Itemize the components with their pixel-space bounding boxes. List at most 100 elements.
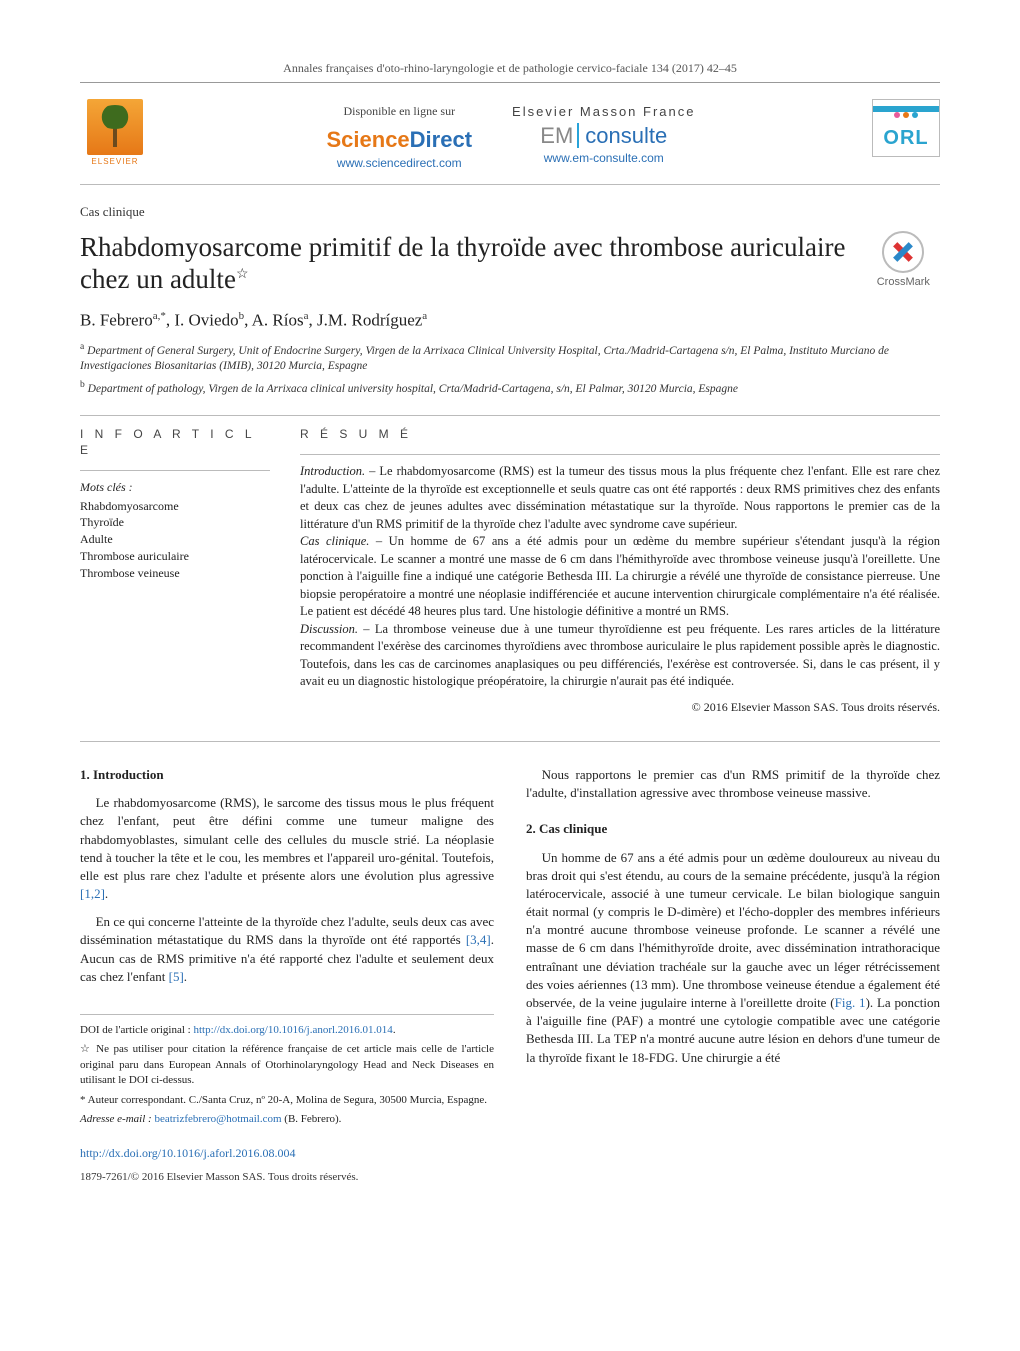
em-logo-part2: consulte	[577, 123, 667, 148]
p1a: Le rhabdomyosarcome (RMS), le sarcome de…	[80, 795, 494, 883]
abstract-column: R É S U M É Introduction. – Le rhabdomyo…	[300, 426, 940, 715]
author-list: B. Febreroa,*, I. Oviedob, A. Ríosa, J.M…	[80, 309, 940, 333]
author-3: , A. Ríos	[244, 311, 304, 330]
crossmark-icon	[882, 231, 924, 273]
abs-intro: Le rhabdomyosarcome (RMS) est la tumeur …	[300, 464, 940, 531]
header-rule	[80, 82, 940, 83]
crossmark-label: CrossMark	[877, 275, 930, 290]
emconsulte-logo[interactable]: EMconsulte	[512, 121, 695, 151]
p2t: .	[184, 969, 187, 984]
abs-cas: Un homme de 67 ans a été admis pour un œ…	[300, 534, 940, 618]
abstract-heading: R É S U M É	[300, 426, 940, 442]
title-text: Rhabdomyosarcome primitif de la thyroïde…	[80, 232, 846, 294]
corresponding-email-link[interactable]: beatrizfebrero@hotmail.com	[154, 1113, 281, 1125]
p1t: .	[105, 886, 108, 901]
sciencedirect-link[interactable]: www.sciencedirect.com	[337, 156, 462, 170]
article-title: Rhabdomyosarcome primitif de la thyroïde…	[80, 231, 847, 296]
title-row: Rhabdomyosarcome primitif de la thyroïde…	[80, 231, 940, 296]
em-logo-part1: EM	[540, 123, 573, 148]
corr-text: Auteur correspondant. C./Santa Cruz, nº …	[86, 1094, 487, 1106]
sd-logo-part1: Science	[327, 127, 410, 152]
footnote-email: Adresse e-mail : beatrizfebrero@hotmail.…	[80, 1112, 494, 1127]
p2a: En ce qui concerne l'atteinte de la thyr…	[80, 914, 494, 947]
journal-cover-thumbnail[interactable]: ORL	[872, 99, 940, 157]
abstract-text: Introduction. – Le rhabdomyosarcome (RMS…	[300, 463, 940, 691]
affiliation-b-text: Department of pathology, Virgen de la Ar…	[88, 383, 738, 395]
abs-cas-label: Cas clinique. –	[300, 534, 382, 548]
s2p1a: Un homme de 67 ans a été admis pour un œ…	[526, 850, 940, 1011]
article-info-column: I N F O A R T I C L E Mots clés : Rhabdo…	[80, 426, 270, 715]
elsevier-wordmark: ELSEVIER	[91, 157, 138, 168]
article-doi-link[interactable]: http://dx.doi.org/10.1016/j.aforl.2016.0…	[80, 1146, 295, 1160]
footnote-star: ☆ Ne pas utiliser pour citation la référ…	[80, 1042, 494, 1088]
footnote-corresponding: * Auteur correspondant. C./Santa Cruz, n…	[80, 1093, 494, 1108]
affiliation-a-text: Department of General Surgery, Unit of E…	[80, 345, 889, 373]
abstract-rule	[300, 454, 940, 455]
star-text: Ne pas utiliser pour citation la référen…	[80, 1043, 494, 1086]
abs-intro-label: Introduction. –	[300, 464, 375, 478]
elsevier-logo[interactable]: ELSEVIER	[80, 99, 150, 168]
sciencedirect-block: Disponible en ligne sur ScienceDirect ww…	[327, 103, 473, 174]
keyword: Thyroïde	[80, 514, 270, 531]
pre-abstract-rule	[80, 415, 940, 416]
abstract-copyright: © 2016 Elsevier Masson SAS. Tous droits …	[300, 699, 940, 715]
orl-text: ORL	[883, 121, 928, 156]
article-type: Cas clinique	[80, 203, 940, 221]
author-1-aff: a,*	[153, 310, 166, 322]
orl-pills	[894, 112, 918, 118]
footnotes-block: DOI de l'article original : http://dx.do…	[80, 1014, 494, 1127]
journal-citation: Annales françaises d'oto-rhino-laryngolo…	[80, 60, 940, 76]
author-4: , J.M. Rodríguez	[309, 311, 423, 330]
doi-original-link[interactable]: http://dx.doi.org/10.1016/j.anorl.2016.0…	[193, 1024, 392, 1036]
keyword: Thrombose veineuse	[80, 565, 270, 582]
col2-lead-para: Nous rapportons le premier cas d'un RMS …	[526, 766, 940, 802]
keywords-list: Rhabdomyosarcome Thyroïde Adulte Thrombo…	[80, 498, 270, 582]
emconsulte-block: Elsevier Masson France EMconsulte www.em…	[512, 103, 695, 174]
keywords-label: Mots clés :	[80, 479, 270, 495]
footnote-doi-original: DOI de l'article original : http://dx.do…	[80, 1023, 494, 1038]
doi-orig-label: DOI de l'article original :	[80, 1024, 193, 1036]
keyword: Thrombose auriculaire	[80, 548, 270, 565]
orl-pill-icon	[894, 112, 900, 118]
body-column-left: 1. Introduction Le rhabdomyosarcome (RMS…	[80, 766, 494, 1131]
ref-link-3-4[interactable]: [3,4]	[466, 932, 491, 947]
star-mark: ☆	[80, 1043, 92, 1055]
keyword: Rhabdomyosarcome	[80, 498, 270, 515]
elsevier-masson-label: Elsevier Masson France	[512, 103, 695, 121]
ref-link-5[interactable]: [5]	[169, 969, 184, 984]
email-tail: (B. Febrero).	[282, 1113, 342, 1125]
issn-copyright: 1879-7261/© 2016 Elsevier Masson SAS. To…	[80, 1170, 940, 1185]
top-rule	[80, 184, 940, 185]
section-1-para-2: En ce qui concerne l'atteinte de la thyr…	[80, 913, 494, 986]
emconsulte-link[interactable]: www.em-consulte.com	[544, 151, 664, 165]
info-abstract-row: I N F O A R T I C L E Mots clés : Rhabdo…	[80, 426, 940, 715]
orl-pill-icon	[912, 112, 918, 118]
crossmark-badge[interactable]: CrossMark	[867, 231, 940, 290]
title-footnote-mark: ☆	[236, 267, 249, 282]
email-label: Adresse e-mail :	[80, 1113, 154, 1125]
provider-center: Disponible en ligne sur ScienceDirect ww…	[160, 99, 862, 174]
figure-1-link[interactable]: Fig. 1	[835, 995, 866, 1010]
affiliation-a: a Department of General Surgery, Unit of…	[80, 341, 940, 375]
abs-disc: La thrombose veineuse due à une tumeur t…	[300, 622, 940, 689]
sciencedirect-logo[interactable]: ScienceDirect	[327, 125, 473, 155]
section-2-heading: 2. Cas clinique	[526, 820, 940, 838]
author-2: , I. Oviedo	[166, 311, 239, 330]
body-columns: 1. Introduction Le rhabdomyosarcome (RMS…	[80, 766, 940, 1131]
sd-logo-part2: Direct	[410, 127, 472, 152]
ref-link-1-2[interactable]: [1,2]	[80, 886, 105, 901]
post-abstract-rule	[80, 741, 940, 742]
orl-pill-icon	[903, 112, 909, 118]
author-1: B. Febrero	[80, 311, 153, 330]
article-footer: http://dx.doi.org/10.1016/j.aforl.2016.0…	[80, 1145, 940, 1185]
body-column-right: Nous rapportons le premier cas d'un RMS …	[526, 766, 940, 1131]
elsevier-tree-icon	[87, 99, 143, 155]
info-rule	[80, 470, 270, 471]
keyword: Adulte	[80, 531, 270, 548]
section-1-para-1: Le rhabdomyosarcome (RMS), le sarcome de…	[80, 794, 494, 903]
author-4-aff: a	[422, 310, 427, 322]
abs-disc-label: Discussion. –	[300, 622, 370, 636]
info-heading: I N F O A R T I C L E	[80, 426, 270, 458]
section-2-para-1: Un homme de 67 ans a été admis pour un œ…	[526, 849, 940, 1067]
sd-availability-label: Disponible en ligne sur	[327, 103, 473, 119]
